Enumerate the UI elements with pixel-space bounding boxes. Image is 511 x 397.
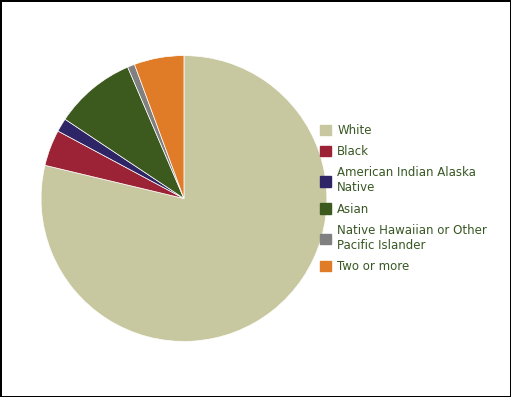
Wedge shape bbox=[134, 56, 184, 198]
Legend: White, Black, American Indian Alaska
Native, Asian, Native Hawaiian or Other
Pac: White, Black, American Indian Alaska Nat… bbox=[315, 119, 492, 278]
Wedge shape bbox=[58, 119, 184, 198]
Wedge shape bbox=[41, 56, 327, 341]
Wedge shape bbox=[45, 131, 184, 198]
Wedge shape bbox=[128, 64, 184, 198]
Wedge shape bbox=[65, 67, 184, 198]
